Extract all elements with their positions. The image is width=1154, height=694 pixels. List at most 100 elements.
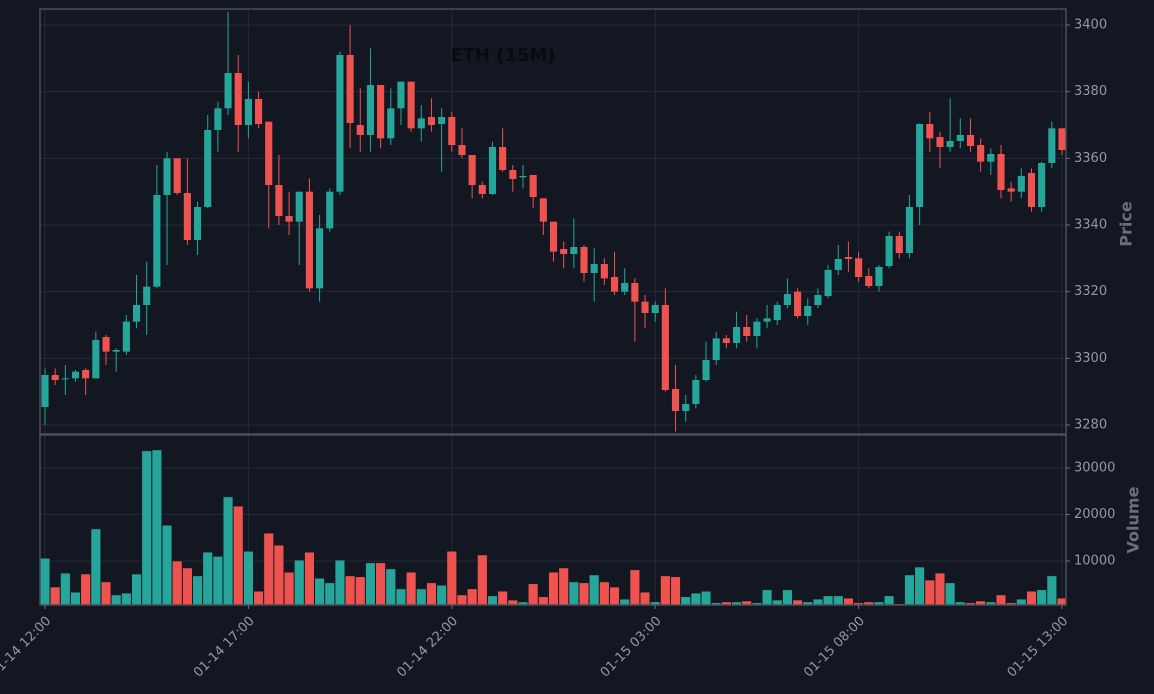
volume-bar <box>192 575 203 606</box>
candle-body <box>305 191 313 289</box>
volume-bar <box>477 554 488 606</box>
volume-bar <box>578 582 590 606</box>
price-panel-frame <box>39 8 1067 435</box>
volume-bar <box>334 559 346 606</box>
candle-body <box>631 283 639 302</box>
candle-body <box>234 73 242 125</box>
volume-bar <box>50 586 61 606</box>
volume-bar <box>619 598 630 606</box>
candle-body <box>621 283 629 292</box>
volume-bar <box>222 496 234 606</box>
volume-tick-label: 10000 <box>1074 554 1115 569</box>
candle-body <box>641 301 649 313</box>
volume-axis-label: Volume <box>1124 486 1143 553</box>
volume-bar <box>131 573 142 606</box>
volume-bar <box>782 589 793 606</box>
volume-bar <box>416 588 427 606</box>
candle-body <box>377 85 385 139</box>
candle-body <box>41 375 49 407</box>
candle-body <box>590 264 598 273</box>
candle-body <box>661 305 669 390</box>
volume-bar <box>436 584 447 606</box>
volume-bar <box>263 532 274 606</box>
candle-body <box>926 124 934 139</box>
candle-body <box>824 270 832 296</box>
volume-bar <box>304 551 315 606</box>
volume-bar <box>670 576 681 606</box>
volume-bar <box>456 594 468 606</box>
candle-body <box>671 389 680 411</box>
candle-body <box>295 191 303 222</box>
volume-bar <box>121 592 132 606</box>
candle-body <box>580 247 588 273</box>
volume-bar <box>629 569 640 606</box>
candle-body <box>71 371 80 379</box>
candle-body <box>956 135 964 141</box>
candle-body <box>356 125 364 135</box>
candle-body <box>336 55 344 192</box>
volume-bar <box>995 594 1007 606</box>
candle-body <box>285 216 293 222</box>
candle-body <box>987 154 995 162</box>
candle-body <box>1048 128 1056 163</box>
candle-body <box>51 375 59 380</box>
candle-body <box>82 370 90 379</box>
y-tick-label: 3280 <box>1074 418 1107 433</box>
volume-bar <box>833 595 844 606</box>
volume-bar <box>60 572 71 606</box>
volume-bar <box>609 586 620 606</box>
candle-body <box>1007 188 1015 192</box>
volume-bar <box>690 592 701 606</box>
volume-bar <box>884 595 895 606</box>
volume-bar <box>80 573 91 606</box>
volume-bar <box>345 575 356 606</box>
candle-body <box>122 321 130 352</box>
candle-body <box>895 236 903 253</box>
volume-bar <box>202 551 213 606</box>
volume-bar <box>39 557 51 606</box>
volume-bar <box>660 575 671 606</box>
candle-body <box>499 147 507 170</box>
candle-body <box>214 108 222 130</box>
candle-body <box>692 380 700 404</box>
volume-bar <box>1016 598 1027 606</box>
volume-bar <box>487 595 498 606</box>
volume-bar <box>273 544 284 606</box>
volume-bar <box>294 559 305 606</box>
candle-body <box>712 338 720 360</box>
candle-body <box>794 291 802 316</box>
candle-body <box>143 286 151 305</box>
candle-body <box>326 191 334 229</box>
candle-body <box>407 81 415 129</box>
candle-body <box>946 141 954 147</box>
y-tick-label: 3320 <box>1074 284 1107 299</box>
candle-body <box>997 154 1005 190</box>
candle-body <box>244 99 252 125</box>
volume-bar <box>1046 575 1057 606</box>
candle-body <box>570 247 578 254</box>
candle-body <box>265 121 273 185</box>
candle-body <box>92 340 100 379</box>
volume-panel-frame <box>39 434 1067 606</box>
y-tick-label: 3340 <box>1074 218 1107 233</box>
candle-body <box>163 158 171 195</box>
candle-body <box>651 305 659 313</box>
candle-body <box>458 145 466 155</box>
candle-body <box>936 137 944 147</box>
candle-body <box>193 207 202 240</box>
volume-bar <box>1036 589 1047 606</box>
candle-body <box>600 264 608 279</box>
volume-bar <box>467 588 478 606</box>
candle-body <box>173 158 181 193</box>
candle-body <box>763 318 771 322</box>
candle-body <box>905 207 914 253</box>
volume-bar <box>172 560 183 606</box>
candle-body <box>366 85 374 135</box>
volume-bar <box>161 524 173 606</box>
volume-bar <box>599 581 610 606</box>
candle-body <box>509 170 517 179</box>
volume-bar <box>100 581 112 606</box>
chart-title: ETH (15M) <box>450 45 555 66</box>
volume-bar <box>182 567 193 606</box>
